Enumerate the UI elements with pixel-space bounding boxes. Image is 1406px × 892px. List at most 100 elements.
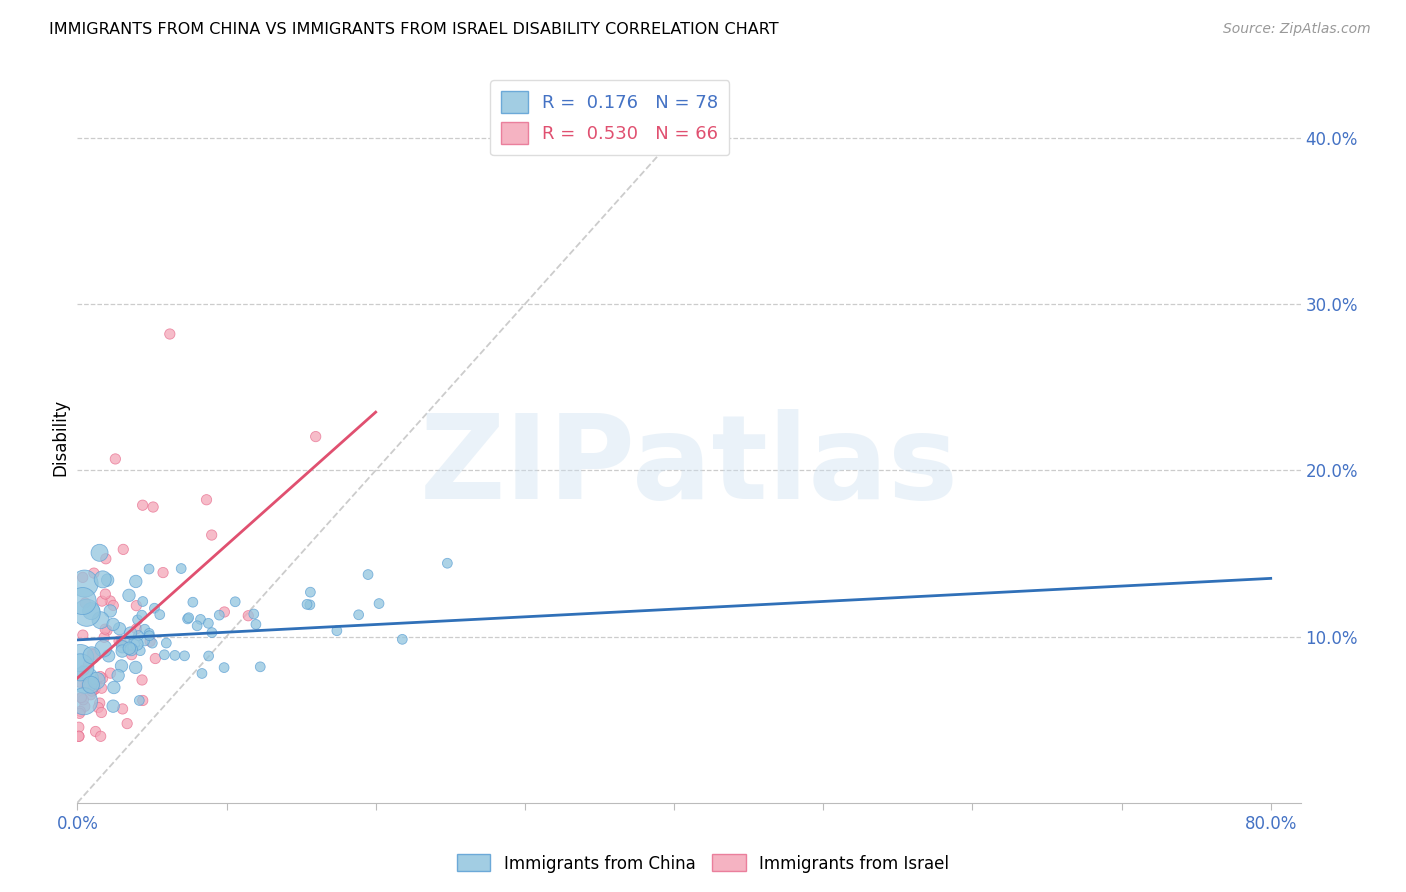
Point xyxy=(73,699,96,714)
Point xyxy=(69,651,91,665)
Point xyxy=(111,702,134,716)
Point xyxy=(177,611,200,625)
Point xyxy=(73,694,96,708)
Point xyxy=(299,585,322,599)
Point xyxy=(201,625,224,640)
Point xyxy=(91,594,114,608)
Point xyxy=(391,632,413,647)
Point xyxy=(326,624,349,638)
Point xyxy=(118,588,141,602)
Point xyxy=(82,647,104,661)
Point xyxy=(125,622,148,636)
Point xyxy=(72,628,94,642)
Point xyxy=(436,556,458,570)
Legend: Immigrants from China, Immigrants from Israel: Immigrants from China, Immigrants from I… xyxy=(450,847,956,880)
Point xyxy=(305,429,328,443)
Point xyxy=(83,566,105,580)
Point xyxy=(76,680,98,694)
Point xyxy=(129,643,152,657)
Point xyxy=(132,693,155,707)
Point xyxy=(94,551,117,566)
Point xyxy=(191,666,214,681)
Point xyxy=(75,678,97,692)
Point xyxy=(131,498,153,512)
Point xyxy=(127,628,149,642)
Point xyxy=(143,651,166,665)
Point xyxy=(91,572,114,586)
Point xyxy=(101,699,124,714)
Point xyxy=(91,671,114,685)
Point xyxy=(125,574,148,589)
Point xyxy=(86,676,108,690)
Text: ZIPatlas: ZIPatlas xyxy=(419,409,959,524)
Point xyxy=(94,622,117,636)
Point xyxy=(201,528,224,542)
Point xyxy=(249,660,271,674)
Point xyxy=(70,690,93,705)
Point xyxy=(69,675,91,690)
Legend: R =  0.176   N = 78, R =  0.530   N = 66: R = 0.176 N = 78, R = 0.530 N = 66 xyxy=(491,80,730,155)
Point xyxy=(110,635,132,649)
Point xyxy=(80,648,103,663)
Point xyxy=(181,595,204,609)
Point xyxy=(190,612,212,626)
Point xyxy=(72,570,94,584)
Point xyxy=(108,622,131,636)
Point xyxy=(91,641,114,656)
Point xyxy=(143,601,166,615)
Point xyxy=(132,594,155,608)
Point xyxy=(75,596,97,610)
Point xyxy=(73,663,96,677)
Point xyxy=(357,567,380,582)
Point xyxy=(101,617,124,632)
Point xyxy=(98,594,121,608)
Point xyxy=(107,668,129,682)
Point xyxy=(149,607,172,622)
Point xyxy=(67,729,90,743)
Point xyxy=(77,657,100,672)
Point xyxy=(118,641,141,656)
Point xyxy=(108,634,131,648)
Point xyxy=(90,729,112,743)
Point xyxy=(152,566,174,580)
Point xyxy=(131,608,153,623)
Point xyxy=(176,612,198,626)
Point xyxy=(122,638,145,652)
Point xyxy=(96,624,118,638)
Point xyxy=(212,660,235,674)
Point xyxy=(125,599,148,613)
Point xyxy=(120,642,142,657)
Point xyxy=(80,688,103,702)
Point xyxy=(214,605,236,619)
Point xyxy=(97,573,120,587)
Point xyxy=(103,681,125,695)
Point xyxy=(170,561,193,575)
Point xyxy=(128,693,150,707)
Point xyxy=(89,696,111,710)
Point xyxy=(197,648,219,663)
Point xyxy=(245,617,267,632)
Point xyxy=(93,631,115,645)
Point xyxy=(72,692,94,706)
Point xyxy=(69,660,91,674)
Point xyxy=(138,562,160,576)
Text: Source: ZipAtlas.com: Source: ZipAtlas.com xyxy=(1223,22,1371,37)
Point xyxy=(125,637,148,651)
Point xyxy=(100,666,122,681)
Point xyxy=(67,720,90,734)
Point xyxy=(82,648,104,662)
Point xyxy=(139,634,162,648)
Point xyxy=(295,598,318,612)
Point xyxy=(242,607,264,621)
Point xyxy=(90,681,112,696)
Point xyxy=(67,729,90,743)
Point xyxy=(155,636,177,650)
Point xyxy=(87,700,110,714)
Point xyxy=(70,691,93,706)
Point xyxy=(115,716,138,731)
Point xyxy=(104,452,127,467)
Point xyxy=(195,492,218,507)
Point xyxy=(197,616,219,631)
Point xyxy=(69,705,91,719)
Point xyxy=(138,626,160,640)
